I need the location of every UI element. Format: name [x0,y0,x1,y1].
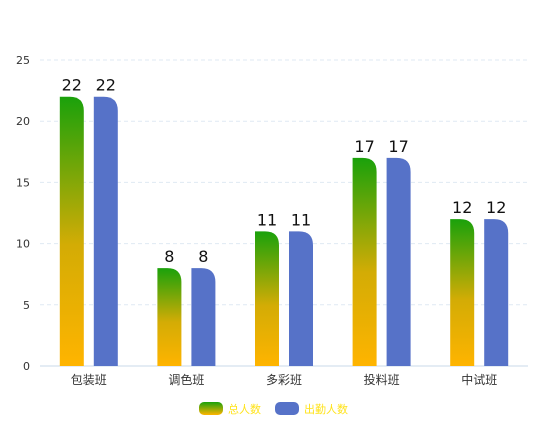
data-label: 17 [388,137,408,156]
data-label: 12 [452,198,472,217]
data-label: 8 [164,247,174,266]
legend-label: 总人数 [228,402,261,416]
grid-lines [40,59,528,306]
legend-item-attendance[interactable]: 出勤人数 [275,402,348,416]
data-label: 8 [198,247,208,266]
bar-attendance[interactable] [289,231,313,366]
bar-total[interactable] [157,268,182,366]
data-label: 11 [257,210,277,229]
axes: 0 5 10 15 20 25 包装班 调色班 多彩班 投料班 中试班 [16,54,528,387]
data-label: 11 [291,210,311,229]
data-label: 22 [62,76,82,95]
x-tick-label: 中试班 [461,372,497,387]
bar-total[interactable] [59,96,84,366]
x-tick-label: 包装班 [71,373,107,387]
y-tick-label: 20 [16,115,30,128]
x-tick-label: 调色班 [168,373,204,387]
bar-attendance[interactable] [93,96,118,366]
legend-label: 出勤人数 [304,402,348,416]
bar-attendance[interactable] [386,157,411,366]
x-tick-label: 投料班 [364,372,400,387]
legend-swatch [275,402,299,415]
data-label: 22 [96,76,116,95]
data-label: 17 [354,137,374,156]
bar-total[interactable] [352,157,377,366]
bar-total[interactable] [255,231,279,366]
bar-attendance[interactable] [191,268,216,366]
bar-total[interactable] [450,219,475,366]
bars [59,96,509,366]
y-tick-label: 15 [16,176,30,189]
y-tick-label: 0 [23,360,30,373]
data-label: 12 [486,198,506,217]
x-tick-label: 多彩班 [266,373,302,387]
data-labels: 22 22 8 8 11 11 17 17 12 12 [62,76,507,266]
legend-swatch [199,402,223,415]
legend-item-total[interactable]: 总人数 [199,402,261,416]
y-tick-label: 10 [16,238,30,251]
bar-attendance[interactable] [484,219,509,366]
y-tick-label: 25 [16,54,30,67]
legend[interactable]: 总人数 出勤人数 [199,402,348,416]
y-tick-label: 5 [23,299,30,312]
